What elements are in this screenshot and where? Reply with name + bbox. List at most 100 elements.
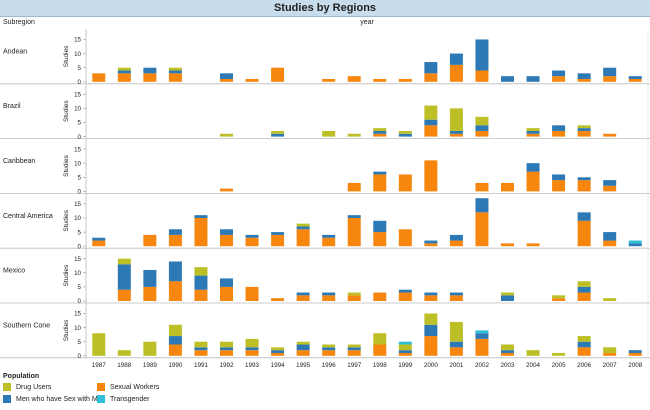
panel-label: Caribbean	[3, 158, 35, 165]
bar-segment	[373, 174, 387, 192]
legend-swatch	[3, 383, 11, 391]
bar-segment	[117, 67, 131, 71]
legend-swatch	[97, 383, 105, 391]
panel-label: Central America	[3, 213, 53, 220]
y-tick-label: 0	[78, 298, 82, 305]
bar-segment	[526, 171, 540, 192]
bar-segment	[220, 73, 233, 79]
bar-segment	[194, 275, 208, 290]
x-tick-label: 2001	[449, 362, 464, 369]
bar-segment	[424, 105, 438, 120]
bar-segment	[501, 76, 514, 82]
x-tick-label: 1991	[194, 362, 209, 369]
chart-title: Studies by Regions	[0, 0, 650, 17]
bar-segment	[552, 70, 566, 77]
y-tick-label: 0	[78, 243, 82, 250]
bar-segment	[475, 333, 489, 339]
bar-segment	[577, 78, 591, 82]
bar-segment	[552, 130, 566, 137]
bar-segment	[194, 215, 208, 218]
y-axis-label: Studies	[63, 264, 70, 286]
y-tick-label: 15	[74, 91, 81, 98]
bar-segment	[552, 174, 566, 181]
bar-segment	[117, 350, 131, 356]
bar-segment	[271, 67, 285, 82]
bar-segment	[424, 119, 438, 126]
bar-segment	[322, 347, 336, 351]
bar-segment	[296, 229, 310, 247]
bar-segment	[322, 350, 336, 356]
bar-segment	[449, 341, 463, 348]
bar-segment	[271, 298, 285, 301]
bar-segment	[475, 338, 489, 356]
bar-segment	[526, 163, 540, 172]
bar-segment	[322, 234, 336, 238]
bar-segment	[92, 73, 106, 82]
bar-segment	[296, 292, 310, 296]
bar-segment	[245, 338, 259, 348]
bar-segment	[449, 295, 463, 301]
x-tick-label: 2003	[500, 362, 515, 369]
legend-item[interactable]: Men who have Sex with Men	[3, 395, 106, 403]
bar-segment	[577, 212, 591, 221]
bar-segment	[628, 243, 642, 247]
bar-segment	[501, 350, 514, 353]
bar-segment	[449, 240, 463, 247]
bar-segment	[398, 130, 412, 134]
bar-segment	[373, 130, 387, 134]
x-tick-label: 2006	[577, 362, 592, 369]
x-tick-label: 2004	[526, 362, 541, 369]
bar-segment	[424, 160, 438, 192]
bar-segment	[117, 73, 131, 82]
bar-segment	[194, 289, 208, 301]
bar-segment	[577, 180, 591, 192]
bar-segment	[373, 220, 387, 233]
bar-segment	[449, 64, 463, 82]
bar-segment	[296, 223, 310, 227]
panel-label: Mexico	[3, 268, 25, 275]
x-tick-label: 1987	[92, 362, 107, 369]
bar-segment	[526, 128, 540, 131]
bar-segment	[603, 240, 617, 247]
chart: Subregion year Andean Studies 0 5 10 15 Brazil St…	[0, 19, 650, 369]
bar-segment	[220, 229, 233, 235]
bar-segment	[271, 130, 285, 134]
bar-segment	[168, 336, 182, 345]
bar-segment	[347, 292, 361, 296]
bar-segment	[245, 237, 259, 247]
bar-segment	[168, 234, 182, 247]
bar-segment	[552, 298, 566, 301]
bar-segment	[168, 344, 182, 356]
bar-segment	[603, 232, 617, 241]
bar-segment	[168, 67, 182, 71]
legend-item[interactable]: Transgender	[97, 395, 149, 403]
legend-item[interactable]: Drug Users	[3, 383, 51, 391]
y-axis-label: Studies	[63, 154, 70, 176]
y-tick-label: 15	[74, 201, 81, 208]
bar-segment	[347, 295, 361, 301]
y-axis-label: Studies	[63, 100, 70, 122]
legend-item[interactable]: Sexual Workers	[97, 383, 159, 391]
bar-segment	[271, 350, 285, 353]
bar-segment	[347, 344, 361, 348]
bar-segment	[577, 128, 591, 131]
bar-segment	[475, 116, 489, 126]
bar-segment	[577, 292, 591, 301]
bar-segment	[424, 240, 438, 244]
bar-segment	[398, 78, 412, 82]
legend-label: Drug Users	[16, 383, 52, 391]
x-tick-label: 1999	[398, 362, 413, 369]
bar-segment	[168, 324, 182, 337]
bar-segment	[577, 336, 591, 342]
bar-segment	[552, 125, 566, 131]
bar-segment	[322, 344, 336, 348]
bar-segment	[271, 232, 285, 235]
bar-segment	[373, 333, 387, 345]
x-tick-label: 1998	[373, 362, 388, 369]
bar-segment	[424, 292, 438, 296]
bar-segment	[143, 73, 157, 82]
y-axis-label: Studies	[63, 45, 70, 67]
bar-segment	[526, 243, 540, 247]
bar-segment	[245, 350, 259, 356]
bar-segment	[424, 295, 438, 301]
